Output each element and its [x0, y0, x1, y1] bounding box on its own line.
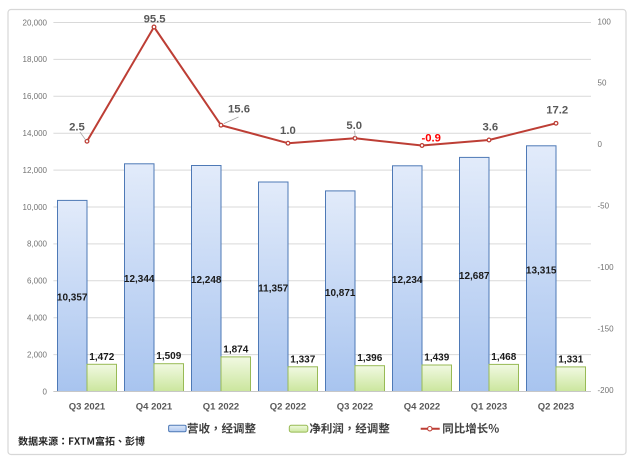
svg-text:0: 0 — [598, 140, 603, 149]
svg-text:0: 0 — [43, 387, 48, 396]
svg-text:-100: -100 — [598, 263, 615, 272]
svg-text:-50: -50 — [598, 202, 610, 211]
svg-text:1,468: 1,468 — [491, 352, 516, 363]
svg-text:-200: -200 — [598, 386, 615, 395]
svg-text:1,509: 1,509 — [156, 351, 181, 362]
svg-text:12,000: 12,000 — [23, 166, 48, 175]
svg-text:1,331: 1,331 — [558, 354, 583, 365]
svg-text:1,874: 1,874 — [223, 344, 248, 355]
svg-text:Q3 2021: Q3 2021 — [69, 402, 106, 413]
svg-text:20,000: 20,000 — [23, 18, 48, 27]
svg-text:100: 100 — [598, 17, 612, 26]
svg-text:12,248: 12,248 — [191, 275, 222, 286]
svg-text:Q2 2023: Q2 2023 — [538, 402, 574, 413]
svg-text:13,315: 13,315 — [526, 265, 557, 276]
svg-text:1,396: 1,396 — [357, 353, 382, 364]
svg-text:Q4 2022: Q4 2022 — [404, 402, 440, 413]
svg-text:11,357: 11,357 — [258, 283, 288, 294]
svg-text:1,337: 1,337 — [290, 354, 315, 365]
svg-text:14,000: 14,000 — [23, 129, 48, 138]
svg-text:1,472: 1,472 — [89, 352, 114, 363]
svg-text:3.6: 3.6 — [482, 122, 498, 134]
svg-text:-0.9: -0.9 — [421, 132, 440, 144]
svg-text:1.0: 1.0 — [280, 125, 296, 137]
svg-text:18,000: 18,000 — [23, 55, 48, 64]
svg-text:Q3 2022: Q3 2022 — [337, 402, 373, 413]
svg-text:2.5: 2.5 — [69, 121, 85, 133]
svg-text:Q1 2022: Q1 2022 — [203, 402, 239, 413]
svg-text:Q4 2021: Q4 2021 — [136, 402, 173, 413]
svg-text:50: 50 — [598, 79, 607, 88]
svg-text:12,234: 12,234 — [392, 275, 423, 286]
svg-text:15.6: 15.6 — [228, 103, 250, 115]
svg-text:Q2 2022: Q2 2022 — [270, 402, 306, 413]
svg-text:12,344: 12,344 — [124, 274, 155, 285]
svg-text:2,000: 2,000 — [27, 350, 48, 359]
svg-text:5.0: 5.0 — [346, 120, 362, 132]
svg-text:4,000: 4,000 — [27, 314, 48, 323]
svg-text:6,000: 6,000 — [27, 277, 48, 286]
svg-text:10,357: 10,357 — [57, 293, 88, 304]
svg-text:-150: -150 — [598, 325, 615, 334]
svg-text:10,871: 10,871 — [325, 288, 356, 299]
svg-text:95.5: 95.5 — [144, 14, 166, 26]
svg-text:17.2: 17.2 — [546, 105, 568, 117]
svg-text:16,000: 16,000 — [23, 92, 48, 101]
svg-text:8,000: 8,000 — [27, 240, 48, 249]
svg-text:Q1 2023: Q1 2023 — [471, 402, 507, 413]
svg-text:10,000: 10,000 — [23, 203, 48, 212]
svg-text:12,687: 12,687 — [459, 271, 490, 282]
svg-text:1,439: 1,439 — [424, 353, 449, 364]
